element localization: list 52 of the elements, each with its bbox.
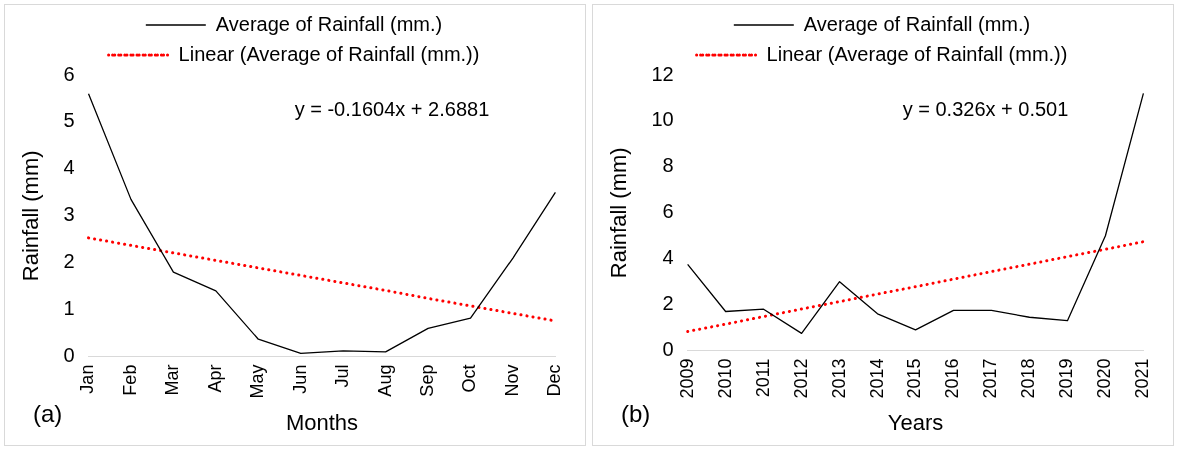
y-tick-label: 12: [651, 62, 674, 85]
x-tick-label: Oct: [459, 364, 480, 393]
x-tick-label: 2019: [1056, 358, 1077, 399]
x-tick-label: 2013: [828, 358, 849, 399]
x-tick-label: 2021: [1132, 358, 1153, 399]
y-tick-label: 5: [63, 109, 75, 132]
y-tick-label: 6: [662, 200, 674, 223]
x-tick-label: 2010: [714, 358, 735, 399]
legend-label: Linear (Average of Rainfall (mm.)): [178, 42, 480, 65]
legend-label: Linear (Average of Rainfall (mm.)): [766, 42, 1068, 65]
x-tick-label: Jan: [77, 364, 98, 394]
y-tick-label: 4: [662, 246, 674, 269]
text: (b): [621, 399, 651, 427]
x-tick-label: Jun: [289, 364, 310, 394]
x-tick-label: Dec: [544, 364, 565, 397]
text: (a): [33, 399, 63, 427]
x-tick-label: Sep: [417, 364, 438, 397]
x-tick-label: 2009: [676, 358, 697, 399]
y-tick-label: 6: [63, 62, 75, 85]
y-tick-label: 2: [662, 292, 674, 315]
x-tick-label: May: [247, 364, 268, 399]
x-tick-label: 2018: [1018, 358, 1039, 399]
x-tick-label: 2016: [942, 358, 963, 399]
y-axis-title: Rainfall (mm): [18, 150, 44, 282]
y-tick-label: 8: [662, 154, 674, 177]
x-tick-label: Mar: [162, 364, 183, 396]
y-axis-title: Rainfall (mm): [606, 147, 632, 279]
x-tick-label: 2020: [1094, 358, 1115, 399]
x-tick-label: 2017: [980, 358, 1001, 399]
legend-label: Average of Rainfall (mm.): [803, 12, 1031, 35]
y-tick-label: 0: [63, 344, 75, 367]
line-series: [686, 240, 1145, 333]
y-tick-label: 2: [63, 250, 75, 273]
x-tick-label: 2012: [790, 358, 811, 399]
x-tick-label: Aug: [374, 364, 395, 397]
x-tick-label: Feb: [119, 364, 140, 396]
y-tick-label: 10: [651, 108, 674, 131]
y-tick-label: 0: [662, 338, 674, 361]
x-axis-title: Months: [285, 409, 359, 435]
x-tick-label: Apr: [204, 364, 225, 393]
y-tick-label: 4: [63, 156, 75, 179]
y-tick-label: 3: [63, 203, 75, 226]
x-axis-title: Years: [887, 409, 944, 435]
x-tick-label: 2014: [866, 358, 887, 399]
x-tick-label: 2011: [752, 358, 773, 398]
annotation: y = -0.1604x + 2.6881: [294, 97, 490, 120]
legend-label: Average of Rainfall (mm.): [215, 12, 443, 35]
y-tick-label: 1: [63, 297, 75, 320]
x-tick-label: Jul: [332, 364, 353, 388]
x-tick-label: 2015: [904, 358, 925, 399]
annotation: y = 0.326x + 0.501: [902, 97, 1069, 120]
x-tick-label: Nov: [501, 364, 522, 397]
